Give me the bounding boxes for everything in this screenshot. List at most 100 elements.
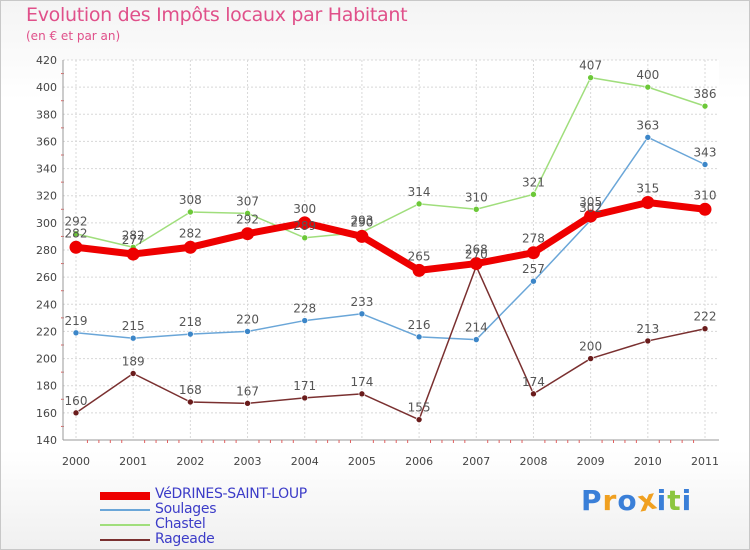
data-point (469, 257, 483, 271)
data-point (72, 329, 80, 337)
data-label: 171 (293, 379, 316, 393)
series-line-2 (75, 76, 706, 249)
series-line-3 (75, 265, 706, 421)
data-point (584, 209, 598, 223)
data-point (301, 394, 309, 402)
data-label: 310 (465, 190, 488, 204)
data-point (126, 247, 140, 261)
data-point (69, 240, 83, 254)
data-point (526, 246, 540, 260)
legend-label-vedrines: VéDRINES-SAINT-LOUP (155, 486, 307, 502)
data-point (187, 398, 194, 406)
data-point (183, 240, 197, 254)
data-point (530, 191, 537, 198)
data-label: 265 (408, 249, 431, 263)
logo-letter: P (581, 484, 603, 517)
data-label: 214 (465, 321, 488, 335)
data-label: 233 (350, 295, 373, 309)
y-tick-label: 140 (36, 434, 57, 447)
data-label: 290 (350, 215, 373, 229)
data-point (472, 205, 480, 213)
data-label: 407 (579, 59, 602, 73)
y-tick-label: 200 (36, 353, 57, 366)
x-tick-label: 2001 (119, 455, 147, 468)
data-label: 200 (579, 340, 602, 354)
data-point (644, 83, 652, 91)
data-point (641, 196, 655, 209)
data-label: 300 (293, 202, 316, 216)
data-label: 218 (179, 315, 202, 329)
data-label: 189 (122, 355, 145, 369)
data-point (129, 334, 137, 342)
data-point (415, 333, 423, 341)
data-label: 268 (465, 243, 488, 257)
data-point (298, 216, 312, 230)
x-tick-label: 2011 (691, 455, 719, 468)
data-label: 321 (522, 175, 545, 189)
data-point (301, 234, 309, 242)
data-label: 228 (293, 302, 316, 316)
y-tick-label: 340 (36, 163, 57, 176)
data-label: 363 (636, 118, 659, 132)
y-tick-label: 300 (36, 217, 57, 230)
data-label: 219 (65, 314, 88, 328)
data-label: 257 (522, 262, 545, 276)
data-label: 167 (236, 384, 259, 398)
data-point (698, 202, 712, 216)
data-label: 302 (579, 201, 602, 215)
data-point (412, 263, 426, 277)
legend-label-rageade: Rageade (155, 531, 215, 547)
data-point (701, 325, 709, 333)
data-point (187, 208, 194, 216)
data-label: 215 (122, 319, 145, 333)
x-tick-label: 2005 (348, 455, 376, 468)
logo-letter: r (602, 484, 618, 517)
x-tick-label: 2000 (62, 455, 90, 468)
x-tick-label: 2010 (634, 455, 662, 468)
data-point (701, 161, 709, 168)
data-label: 310 (694, 188, 717, 202)
data-label: 282 (179, 226, 202, 240)
legend-swatch-rageade (100, 539, 150, 541)
proxiti-logo: Proxiti (581, 482, 693, 518)
data-label: 315 (636, 182, 659, 196)
data-point (358, 310, 366, 318)
data-label: 168 (179, 383, 202, 397)
data-label: 174 (350, 375, 373, 389)
data-label: 277 (122, 233, 145, 247)
y-tick-label: 280 (36, 244, 57, 257)
y-tick-label: 360 (36, 135, 57, 148)
data-point (187, 330, 194, 338)
data-label: 213 (636, 322, 659, 336)
x-tick-label: 2003 (234, 455, 262, 468)
data-point (472, 336, 480, 343)
data-point (530, 390, 537, 398)
data-label: 216 (408, 318, 431, 332)
data-label: 305 (579, 195, 602, 209)
series-line-1 (75, 136, 706, 341)
data-label: 160 (65, 394, 88, 408)
logo-letter: t (667, 484, 682, 517)
data-point (72, 409, 80, 417)
data-label: 292 (236, 213, 259, 227)
chart-subtitle: (en € et par an) (26, 29, 121, 43)
data-point (587, 74, 594, 81)
legend-swatch-chastel (100, 524, 150, 526)
data-label: 386 (694, 87, 717, 101)
data-point (241, 227, 255, 241)
legend-swatch-vedrines (100, 492, 150, 500)
data-label: 343 (694, 146, 717, 160)
y-tick-label: 420 (36, 54, 57, 67)
y-tick-label: 400 (36, 81, 57, 94)
y-tick-label: 320 (36, 190, 57, 203)
chart-title: Evolution des Impôts locaux par Habitant (26, 4, 408, 26)
data-label: 270 (465, 247, 488, 261)
series-line-0 (72, 199, 709, 274)
data-point (301, 317, 309, 324)
logo-letter: i (656, 484, 668, 517)
data-point (129, 370, 137, 377)
data-point (355, 229, 369, 243)
x-tick-label: 2002 (176, 455, 204, 468)
logo-letter: i (681, 484, 693, 517)
